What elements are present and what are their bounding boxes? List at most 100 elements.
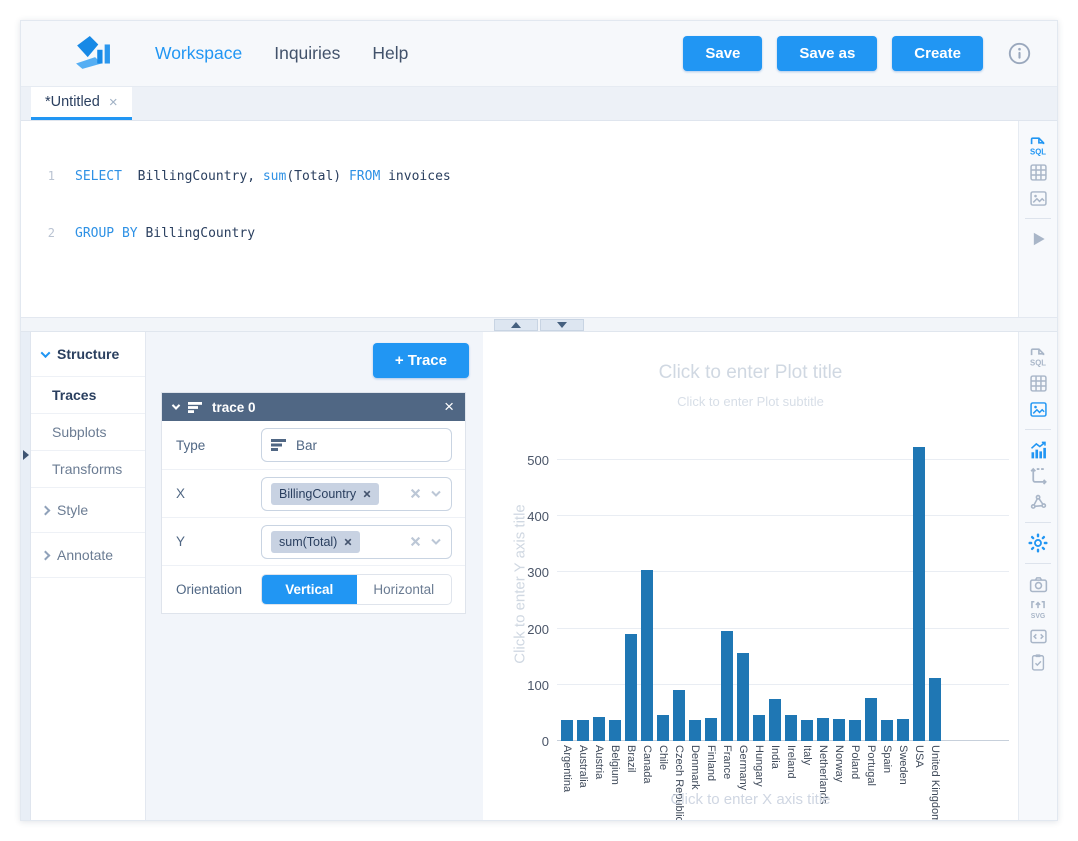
bar[interactable]: [896, 719, 910, 741]
x-tick-label: Italy: [801, 745, 813, 766]
create-button[interactable]: Create: [892, 36, 983, 71]
chip-remove-icon[interactable]: [363, 490, 371, 498]
sidebar-item-transforms[interactable]: Transforms: [31, 451, 145, 488]
bar[interactable]: [816, 718, 830, 741]
bar[interactable]: [848, 719, 862, 741]
bar[interactable]: [640, 570, 654, 741]
bar-type-icon: [188, 401, 203, 413]
sidebar-collapse-handle[interactable]: [21, 332, 31, 820]
nav-item-workspace[interactable]: Workspace: [155, 43, 243, 63]
y-column-select[interactable]: sum(Total): [261, 524, 452, 559]
sql-editor[interactable]: 1 SELECT BillingCountry, sum(Total) FROM …: [21, 121, 1018, 317]
y-axis-title-placeholder[interactable]: Click to enter Y axis title: [511, 504, 529, 664]
chevron-right-icon: [40, 505, 51, 515]
image-chart-icon[interactable]: [1025, 185, 1051, 211]
bar[interactable]: [928, 677, 942, 741]
sql-file-icon[interactable]: SQL: [1025, 344, 1051, 370]
orientation-horizontal-button[interactable]: Horizontal: [373, 582, 435, 597]
sidebar-item-style[interactable]: Style: [31, 488, 145, 533]
tab-untitled[interactable]: *Untitled ×: [31, 87, 132, 120]
info-icon[interactable]: [1008, 42, 1031, 65]
save-button[interactable]: Save: [683, 36, 763, 71]
x-label: X: [176, 486, 186, 501]
settings-gear-icon[interactable]: [1025, 530, 1051, 556]
x-tick-label: Belgium: [609, 745, 621, 785]
bar[interactable]: [704, 717, 718, 741]
x-axis-title-placeholder[interactable]: Click to enter X axis title: [670, 791, 831, 808]
bar[interactable]: [880, 719, 894, 741]
chevron-down-icon: [40, 347, 51, 358]
x-tick-label: United Kingdom: [929, 745, 941, 820]
trace-close-icon[interactable]: ×: [444, 397, 454, 416]
x-tick-label: Austria: [593, 745, 605, 780]
y-label: Y: [176, 534, 186, 549]
bar[interactable]: [752, 715, 766, 741]
type-row: Type Bar: [162, 421, 465, 469]
bar[interactable]: [784, 715, 798, 741]
y-tick-label: 400: [527, 509, 549, 525]
falcon-logo: [76, 35, 110, 69]
plot-title-placeholder[interactable]: Click to enter Plot title: [658, 362, 843, 383]
rail-divider: [1025, 429, 1051, 430]
bar[interactable]: [768, 698, 782, 741]
bar[interactable]: [656, 714, 670, 741]
clear-selection-icon[interactable]: [410, 488, 421, 499]
bar[interactable]: [672, 690, 686, 741]
bar[interactable]: [592, 717, 606, 741]
code-export-icon[interactable]: [1025, 623, 1051, 649]
camera-icon[interactable]: [1025, 571, 1051, 597]
bar[interactable]: [560, 719, 574, 741]
sidebar-item-structure[interactable]: Structure: [31, 332, 145, 377]
sidebar-item-annotate[interactable]: Annotate: [31, 533, 145, 578]
rail-divider: [1025, 563, 1051, 564]
clear-selection-icon[interactable]: [410, 536, 421, 547]
clipboard-check-icon[interactable]: [1025, 649, 1051, 675]
trace-chart-icon[interactable]: [1025, 437, 1051, 463]
x-column-select[interactable]: BillingCountry: [261, 476, 452, 511]
nav-item-inquiries[interactable]: Inquiries: [274, 43, 341, 63]
chip-remove-icon[interactable]: [344, 538, 352, 546]
down-arrow-icon: [557, 321, 567, 328]
trace-card-header[interactable]: trace 0 ×: [162, 393, 465, 421]
line-number: 2: [47, 226, 55, 240]
x-tick-label: Australia: [577, 745, 589, 788]
sql-file-icon[interactable]: SQL: [1025, 133, 1051, 159]
bar[interactable]: [736, 653, 750, 741]
sidebar-item-subplots[interactable]: Subplots: [31, 414, 145, 451]
bar[interactable]: [624, 634, 638, 741]
expand-arrow-icon: [23, 450, 29, 460]
splitter-collapse-down-button[interactable]: [540, 318, 584, 331]
sidebar-item-traces[interactable]: Traces: [31, 377, 145, 414]
add-trace-button[interactable]: + Trace: [372, 343, 469, 378]
panel-splitter[interactable]: [21, 318, 1057, 332]
bar[interactable]: [688, 719, 702, 741]
x-tick-label: Hungary: [753, 745, 765, 787]
subplot-axes-icon[interactable]: [1025, 463, 1051, 489]
orientation-vertical-button[interactable]: Vertical: [262, 575, 357, 604]
nav-item-help[interactable]: Help: [372, 43, 409, 63]
image-chart-icon[interactable]: [1025, 396, 1051, 422]
y-tick-label: 100: [527, 677, 549, 693]
trace-type-select[interactable]: Bar: [261, 428, 452, 462]
run-play-icon[interactable]: [1025, 226, 1051, 252]
dropdown-chevron-icon[interactable]: [430, 538, 442, 546]
save-as-button[interactable]: Save as: [777, 36, 878, 71]
bar[interactable]: [864, 697, 878, 741]
editor-row: 1 SELECT BillingCountry, sum(Total) FROM …: [21, 121, 1057, 318]
bar[interactable]: [832, 718, 846, 741]
bar[interactable]: [576, 719, 590, 741]
shapes-lasso-icon[interactable]: [1025, 489, 1051, 515]
svg-export-icon[interactable]: SVG: [1025, 597, 1051, 623]
bar[interactable]: [608, 719, 622, 741]
plot-subtitle-placeholder[interactable]: Click to enter Plot subtitle: [677, 394, 824, 409]
splitter-collapse-up-button[interactable]: [494, 318, 538, 331]
dropdown-chevron-icon[interactable]: [430, 490, 442, 498]
tab-close-icon[interactable]: ×: [108, 93, 118, 111]
table-grid-icon[interactable]: [1025, 159, 1051, 185]
bar[interactable]: [912, 447, 926, 741]
code-line: 2 GROUP BY BillingCountry: [21, 224, 1018, 243]
table-grid-icon[interactable]: [1025, 370, 1051, 396]
trace-card: trace 0 × Type Bar X: [161, 392, 466, 614]
bar[interactable]: [800, 719, 814, 741]
bar[interactable]: [720, 631, 734, 741]
